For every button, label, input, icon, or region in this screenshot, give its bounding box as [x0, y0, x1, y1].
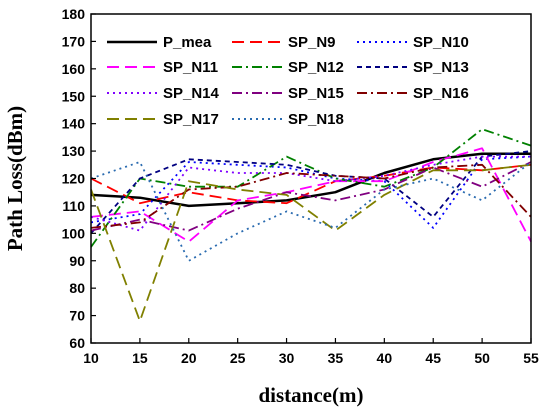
y-axis-ticks: 60 70 80 90 100 110 120 130 140 150 160 170 180: [62, 6, 96, 351]
x-tick-label: 50: [474, 350, 490, 366]
series-line-sp-n16: [90, 163, 532, 229]
x-tick-label: 55: [523, 350, 539, 366]
x-axis-label: distance(m): [259, 383, 364, 407]
series-line-sp-n11: [90, 147, 532, 243]
series-line-sp-n14: [90, 155, 531, 232]
series-line-sp-n10: [90, 155, 532, 229]
legend-label: SP_N17: [163, 111, 219, 128]
x-tick-label: 20: [181, 350, 197, 366]
series-line-sp-n18: [90, 161, 532, 262]
x-tick-label: 35: [328, 350, 344, 366]
y-tick-label: 60: [69, 335, 85, 351]
y-tick-label: 150: [62, 88, 86, 104]
legend-label: SP_N14: [163, 85, 220, 102]
series-line-sp-n17: [90, 163, 532, 323]
x-axis-ticks: 10 15 20 25 30 35 40 45 50 55: [83, 338, 539, 366]
legend-label: SP_N16: [413, 85, 469, 102]
legend-label: SP_N18: [288, 111, 344, 128]
series-line-sp-n13: [90, 150, 532, 234]
x-tick-label: 10: [83, 350, 99, 366]
legend-label: SP_N15: [288, 85, 344, 102]
y-tick-label: 90: [69, 253, 85, 269]
legend-label: SP_N9: [288, 34, 336, 51]
y-tick-label: 170: [62, 33, 86, 49]
y-tick-label: 180: [62, 6, 86, 22]
y-tick-label: 110: [62, 198, 85, 214]
y-tick-label: 80: [69, 280, 85, 296]
x-tick-label: 25: [230, 350, 246, 366]
y-tick-label: 140: [62, 116, 86, 132]
x-tick-label: 15: [132, 350, 148, 366]
legend-label: SP_N13: [413, 59, 469, 76]
y-tick-label: 100: [62, 225, 86, 241]
y-tick-label: 120: [62, 171, 86, 187]
series-line-sp-n12: [90, 128, 532, 248]
legend-label: SP_N10: [413, 34, 469, 51]
legend-label: P_mea: [163, 34, 212, 51]
x-tick-label: 40: [377, 350, 393, 366]
y-tick-label: 70: [69, 308, 85, 324]
legend-label: SP_N12: [288, 59, 344, 76]
y-tick-label: 160: [62, 61, 86, 77]
x-tick-label: 30: [279, 350, 295, 366]
series-line-sp-n15: [90, 161, 532, 232]
y-tick-label: 130: [62, 143, 86, 159]
y-axis-label: Path Loss(dBm): [3, 106, 27, 251]
x-tick-label: 45: [425, 350, 441, 366]
legend: P_mea SP_N9 SP_N10 SP_N11 SP_N12 SP_N13 SP_N14…: [107, 34, 469, 128]
series-line-p-mea: [90, 152, 531, 208]
plot-lines: [90, 128, 532, 323]
legend-label: SP_N11: [163, 59, 218, 76]
